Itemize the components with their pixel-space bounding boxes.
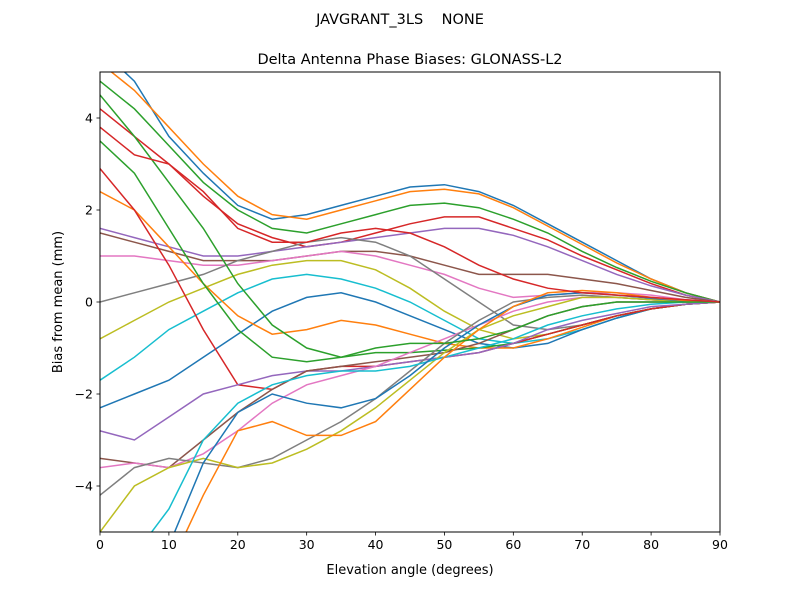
chart-title: Delta Antenna Phase Biases: GLONASS-L2: [257, 52, 562, 68]
series-line-2: [110, 72, 720, 303]
series-line-1: [123, 72, 720, 303]
x-tick-label: 50: [436, 537, 452, 552]
x-tick-label: 80: [643, 537, 659, 552]
x-tick-label: 20: [230, 537, 246, 552]
series-line-23: [100, 94, 720, 358]
series-line-14: [100, 168, 720, 391]
y-axis: −4 −2 0 2 4: [75, 111, 100, 494]
series-line-21: [173, 292, 720, 532]
series-line-18: [100, 294, 720, 496]
series-line-3: [100, 80, 720, 303]
series-line-24: [100, 126, 720, 303]
suptitle: JAVGRANT_3LS NONE: [315, 12, 484, 28]
series-line-13: [100, 140, 720, 363]
x-tick-label: 0: [96, 537, 104, 552]
series-lines: [100, 72, 720, 532]
x-tick-label: 30: [299, 537, 315, 552]
y-axis-label: Bias from mean (mm): [51, 231, 66, 373]
series-line-22: [185, 289, 720, 532]
y-tick-label: 2: [85, 203, 93, 218]
y-tick-label: 4: [85, 111, 93, 126]
series-line-11: [100, 292, 720, 409]
series-line-17: [100, 296, 720, 469]
y-tick-label: −2: [75, 387, 93, 402]
y-tick-label: 0: [85, 295, 93, 310]
x-axis-label: Elevation angle (degrees): [326, 563, 493, 578]
series-line-16: [100, 301, 720, 469]
series-line-20: [150, 301, 720, 532]
series-line-4: [100, 108, 720, 303]
series-line-19: [100, 296, 720, 532]
x-tick-label: 60: [505, 537, 521, 552]
x-tick-label: 90: [712, 537, 728, 552]
y-tick-label: −4: [75, 479, 93, 494]
series-line-15: [100, 301, 720, 441]
x-tick-label: 40: [368, 537, 384, 552]
x-axis: 0 10 20 30 40 50 60 70 80 90: [96, 532, 728, 552]
x-tick-label: 70: [574, 537, 590, 552]
x-tick-label: 10: [161, 537, 177, 552]
